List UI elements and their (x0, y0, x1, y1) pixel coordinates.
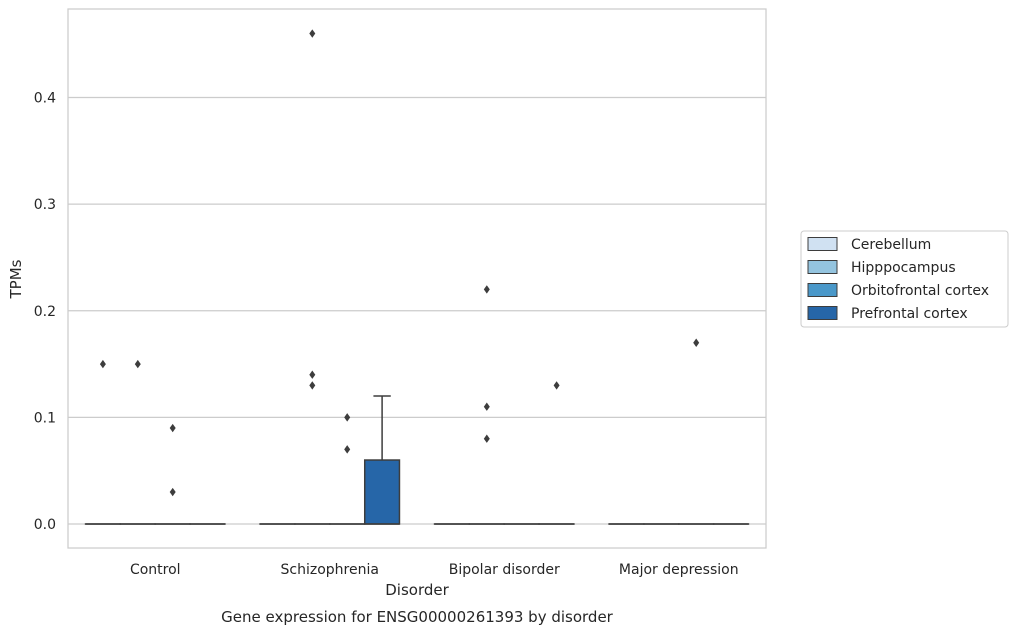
legend-swatch (807, 260, 838, 274)
outlier-point (553, 381, 560, 390)
x-tick-label: Schizophrenia (281, 562, 379, 578)
x-tick-label: Bipolar disorder (449, 562, 560, 578)
legend-swatch (807, 237, 838, 251)
x-axis-title: Disorder (385, 581, 449, 599)
outlier-point (169, 487, 176, 497)
legend-swatch (807, 283, 838, 297)
outlier-point (483, 434, 490, 443)
outlier-point (99, 359, 106, 369)
y-tick-label: 0.4 (34, 91, 56, 107)
y-tick-label: 0.3 (34, 197, 56, 213)
y-tick-label: 0.2 (34, 304, 56, 320)
outlier-point (169, 423, 176, 433)
legend-entry-label: Orbitofrontal cortex (851, 283, 989, 299)
y-tick-label: 0.1 (34, 410, 56, 426)
legend-frame (800, 230, 1009, 328)
boxes-layer (84, 395, 750, 525)
plot-frame (67, 8, 767, 549)
outlier-point (309, 29, 316, 38)
outlier-point (344, 413, 351, 422)
outlier-point (344, 445, 351, 454)
outliers-layer (99, 29, 700, 497)
outlier-point (309, 370, 316, 379)
outlier-point (134, 359, 141, 369)
y-tick-label: 0.0 (34, 517, 56, 533)
x-tick-label: Major depression (619, 562, 739, 578)
legend-entry-label: Cerebellum (851, 237, 931, 253)
outlier-point (483, 285, 490, 294)
legend-swatch (807, 306, 838, 320)
outlier-point (483, 402, 490, 411)
outlier-point (693, 338, 700, 347)
legend-entry-label: Prefrontal cortex (851, 306, 968, 322)
y-axis-title: TPMs (7, 259, 25, 299)
legend-entry-label: Hipppocampus (851, 260, 956, 276)
legend: Cerebellum Hipppocampus Orbitofrontal cort… (800, 230, 1009, 328)
x-tick-labels: Control Schizophrenia Bipolar disorder Majo… (130, 562, 739, 578)
y-tick-labels: 0.0 0.1 0.2 0.3 0.4 (34, 91, 56, 534)
outlier-point (309, 381, 316, 390)
x-tick-label: Control (130, 562, 181, 578)
box (363, 459, 401, 525)
chart-caption: Gene expression for ENSG00000261393 by d… (221, 608, 614, 626)
